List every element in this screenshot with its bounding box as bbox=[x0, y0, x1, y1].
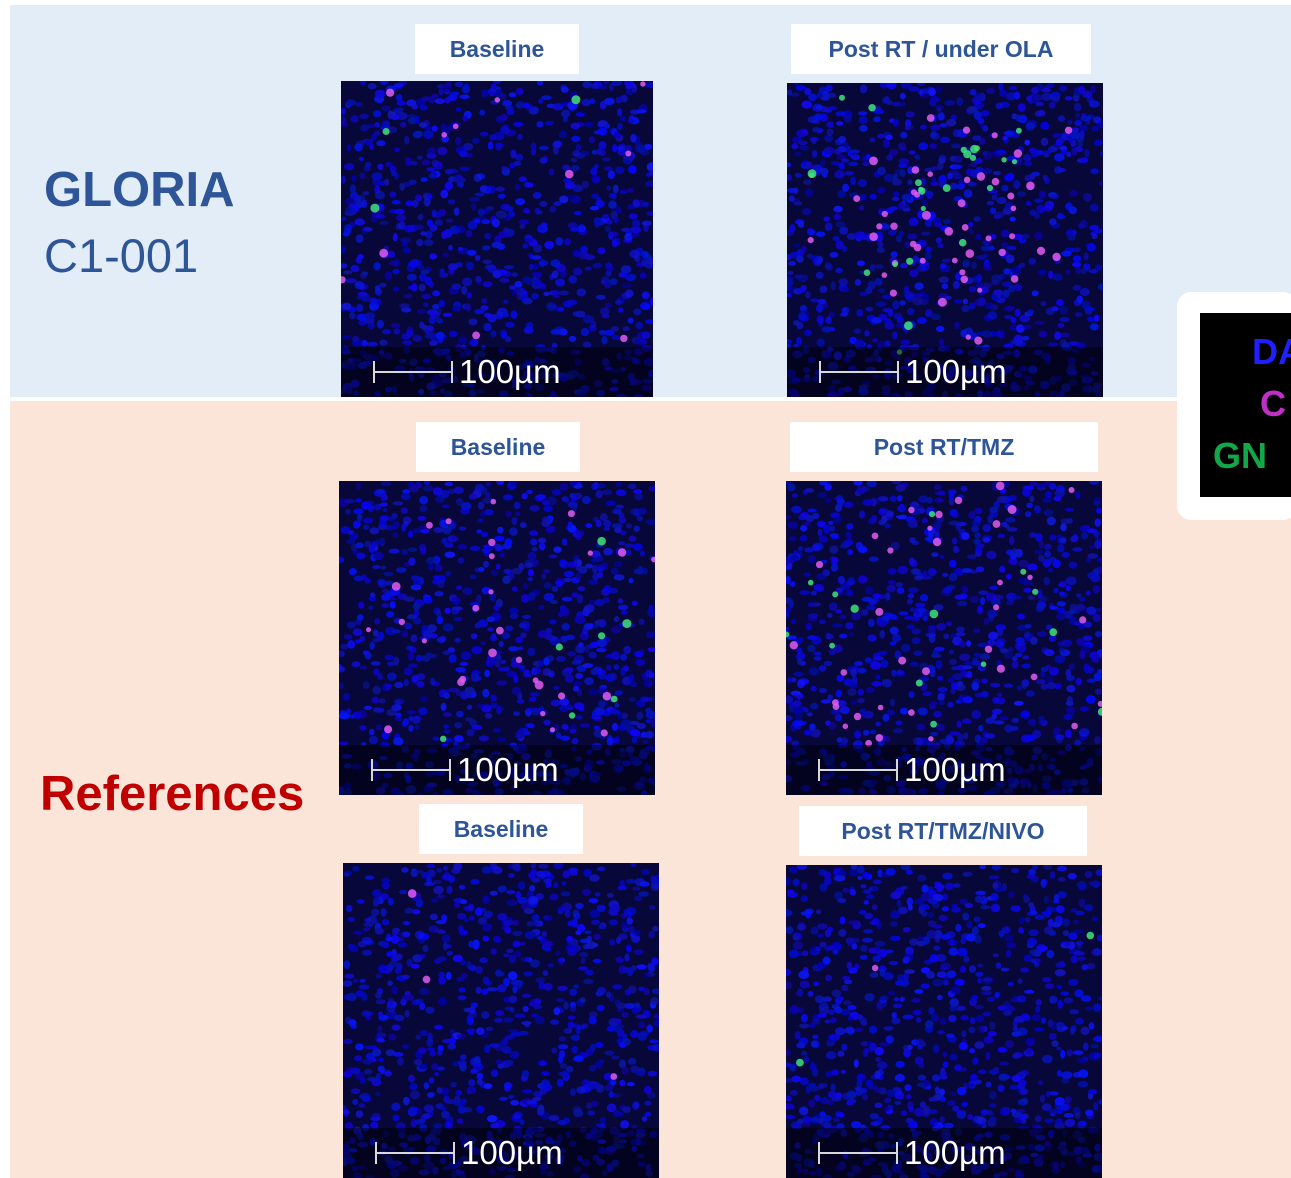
scale-bar: 100µm bbox=[343, 1128, 659, 1178]
references-title: References bbox=[40, 767, 305, 821]
micrograph-ref2-baseline: 100µm bbox=[343, 863, 659, 1178]
label-ref1-baseline: Baseline bbox=[416, 422, 580, 472]
label-gloria-post: Post RT / under OLA bbox=[791, 24, 1091, 74]
micrograph-ref1-baseline: 100µm bbox=[339, 481, 655, 795]
scale-bar: 100µm bbox=[341, 347, 653, 397]
legend-gn: GN bbox=[1213, 435, 1267, 476]
scale-bar: 100µm bbox=[786, 745, 1102, 795]
label-ref1-post: Post RT/TMZ bbox=[790, 422, 1098, 472]
label-ref2-post: Post RT/TMZ/NIVO bbox=[799, 806, 1087, 856]
gloria-title: GLORIA bbox=[44, 163, 235, 217]
micrograph-ref2-post: 100µm bbox=[786, 865, 1102, 1178]
scale-bar: 100µm bbox=[339, 745, 655, 795]
legend-dapi: DA bbox=[1252, 331, 1291, 372]
gloria-patient-id: C1-001 bbox=[44, 229, 199, 282]
micrograph-ref1-post: 100µm bbox=[786, 481, 1102, 795]
micrograph-gloria-baseline: 100µm bbox=[341, 81, 653, 397]
legend-cd: C bbox=[1260, 383, 1286, 424]
scale-bar: 100µm bbox=[786, 1128, 1102, 1178]
label-gloria-baseline: Baseline bbox=[415, 24, 579, 74]
micrograph-gloria-post: 100µm bbox=[787, 83, 1103, 397]
label-ref2-baseline: Baseline bbox=[419, 804, 583, 854]
stain-legend: DA C GN bbox=[1200, 313, 1291, 497]
scale-bar: 100µm bbox=[787, 347, 1103, 397]
